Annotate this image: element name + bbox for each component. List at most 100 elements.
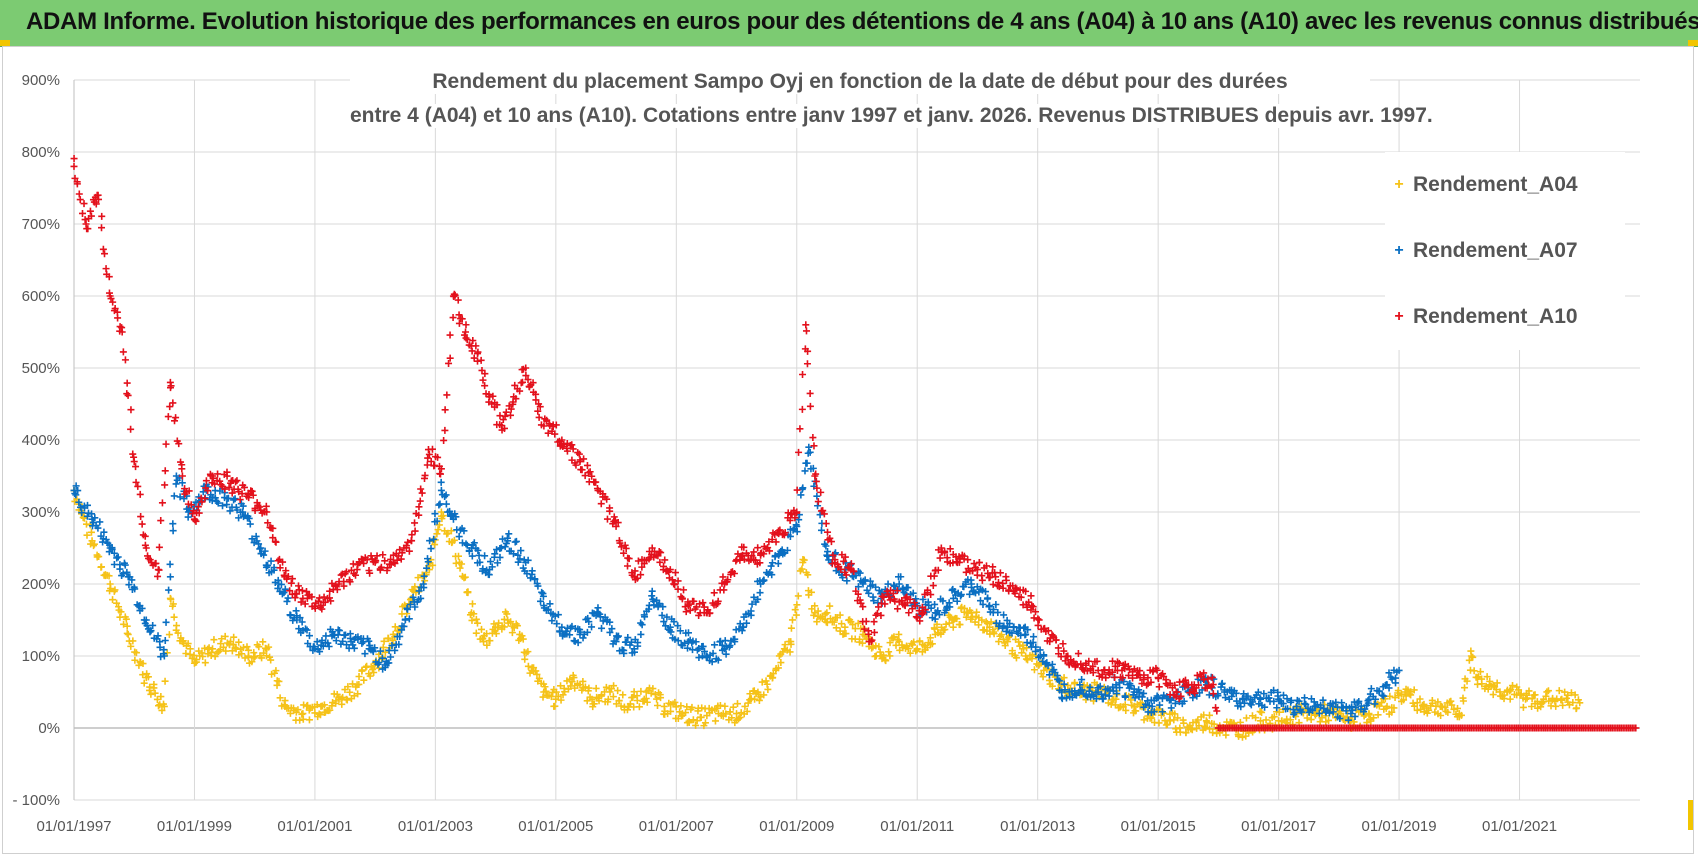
- data-point: [165, 586, 173, 594]
- data-point: [139, 671, 147, 679]
- data-point: [294, 706, 302, 714]
- data-point: [875, 643, 883, 651]
- data-point: [477, 356, 485, 364]
- data-point: [711, 717, 719, 725]
- data-point: [97, 563, 105, 571]
- data-point: [597, 500, 605, 508]
- data-point: [1410, 686, 1418, 694]
- data-point: [205, 644, 213, 652]
- data-point: [1385, 669, 1393, 677]
- data-point: [371, 558, 379, 566]
- chart-frame: [2, 46, 1694, 854]
- data-point: [1181, 676, 1189, 684]
- data-point: [70, 155, 78, 163]
- data-point: [142, 616, 150, 624]
- data-point: [1509, 682, 1517, 690]
- data-point: [184, 508, 192, 516]
- data-point: [121, 356, 129, 364]
- data-point: [409, 593, 417, 601]
- data-point: [381, 557, 389, 565]
- data-point: [1291, 709, 1299, 717]
- data-point: [931, 615, 939, 623]
- data-point: [861, 576, 869, 584]
- data-point: [720, 586, 728, 594]
- data-point: [806, 402, 814, 410]
- data-point: [831, 556, 839, 564]
- data-point: [729, 703, 737, 711]
- x-tick-label: 01/01/2017: [1241, 818, 1316, 835]
- data-point: [583, 628, 591, 636]
- data-point: [1153, 666, 1161, 674]
- data-point: [1171, 699, 1179, 707]
- data-point: [1017, 593, 1025, 601]
- data-point: [400, 622, 408, 630]
- data-point: [904, 584, 912, 592]
- data-point: [1008, 629, 1016, 637]
- data-point: [811, 472, 819, 480]
- data-point: [1029, 603, 1037, 611]
- data-point: [318, 605, 326, 613]
- data-point: [441, 426, 449, 434]
- data-point: [870, 597, 878, 605]
- data-point: [178, 638, 186, 646]
- data-point: [1127, 682, 1135, 690]
- data-point: [1171, 710, 1179, 718]
- data-point: [129, 637, 137, 645]
- data-point: [483, 641, 491, 649]
- data-point: [535, 674, 543, 682]
- data-point: [99, 245, 107, 253]
- data-point: [792, 611, 800, 619]
- data-point: [437, 508, 445, 516]
- data-point: [953, 597, 961, 605]
- data-point: [966, 590, 974, 598]
- data-point: [223, 472, 231, 480]
- data-point: [280, 589, 288, 597]
- data-point: [314, 597, 322, 605]
- data-point: [160, 702, 168, 710]
- data-point: [98, 212, 106, 220]
- data-point: [658, 611, 666, 619]
- x-tick-label: 01/01/2001: [277, 818, 352, 835]
- data-point: [842, 630, 850, 638]
- data-point: [235, 638, 243, 646]
- data-point: [251, 653, 259, 661]
- data-point: [843, 577, 851, 585]
- data-point: [1257, 695, 1265, 703]
- data-point: [272, 667, 280, 675]
- data-point: [130, 458, 138, 466]
- data-point: [1024, 626, 1032, 634]
- data-point: [724, 576, 732, 584]
- data-point: [941, 547, 949, 555]
- data-point: [240, 483, 248, 491]
- data-point: [543, 416, 551, 424]
- data-point: [1567, 689, 1575, 697]
- data-point: [1140, 671, 1148, 679]
- data-point: [655, 548, 663, 556]
- data-point: [553, 620, 561, 628]
- legend-label-a07: Rendement_A07: [1413, 239, 1578, 262]
- data-point: [794, 592, 802, 600]
- data-point: [811, 602, 819, 610]
- data-point: [147, 627, 155, 635]
- data-point: [986, 602, 994, 610]
- data-point: [1209, 681, 1217, 689]
- data-point: [739, 623, 747, 631]
- data-point: [276, 694, 284, 702]
- data-point: [70, 486, 78, 494]
- data-point: [1303, 714, 1311, 722]
- data-point: [1111, 673, 1119, 681]
- data-point: [754, 595, 762, 603]
- data-point: [1218, 679, 1226, 687]
- data-point: [267, 656, 275, 664]
- data-point: [1543, 688, 1551, 696]
- data-point: [1093, 657, 1101, 665]
- data-point: [405, 547, 413, 555]
- data-point: [319, 642, 327, 650]
- data-point: [606, 628, 614, 636]
- data-point: [76, 196, 84, 204]
- data-point: [450, 536, 458, 544]
- data-point: [881, 600, 889, 608]
- data-point: [474, 357, 482, 365]
- data-point: [509, 550, 517, 558]
- data-point: [949, 594, 957, 602]
